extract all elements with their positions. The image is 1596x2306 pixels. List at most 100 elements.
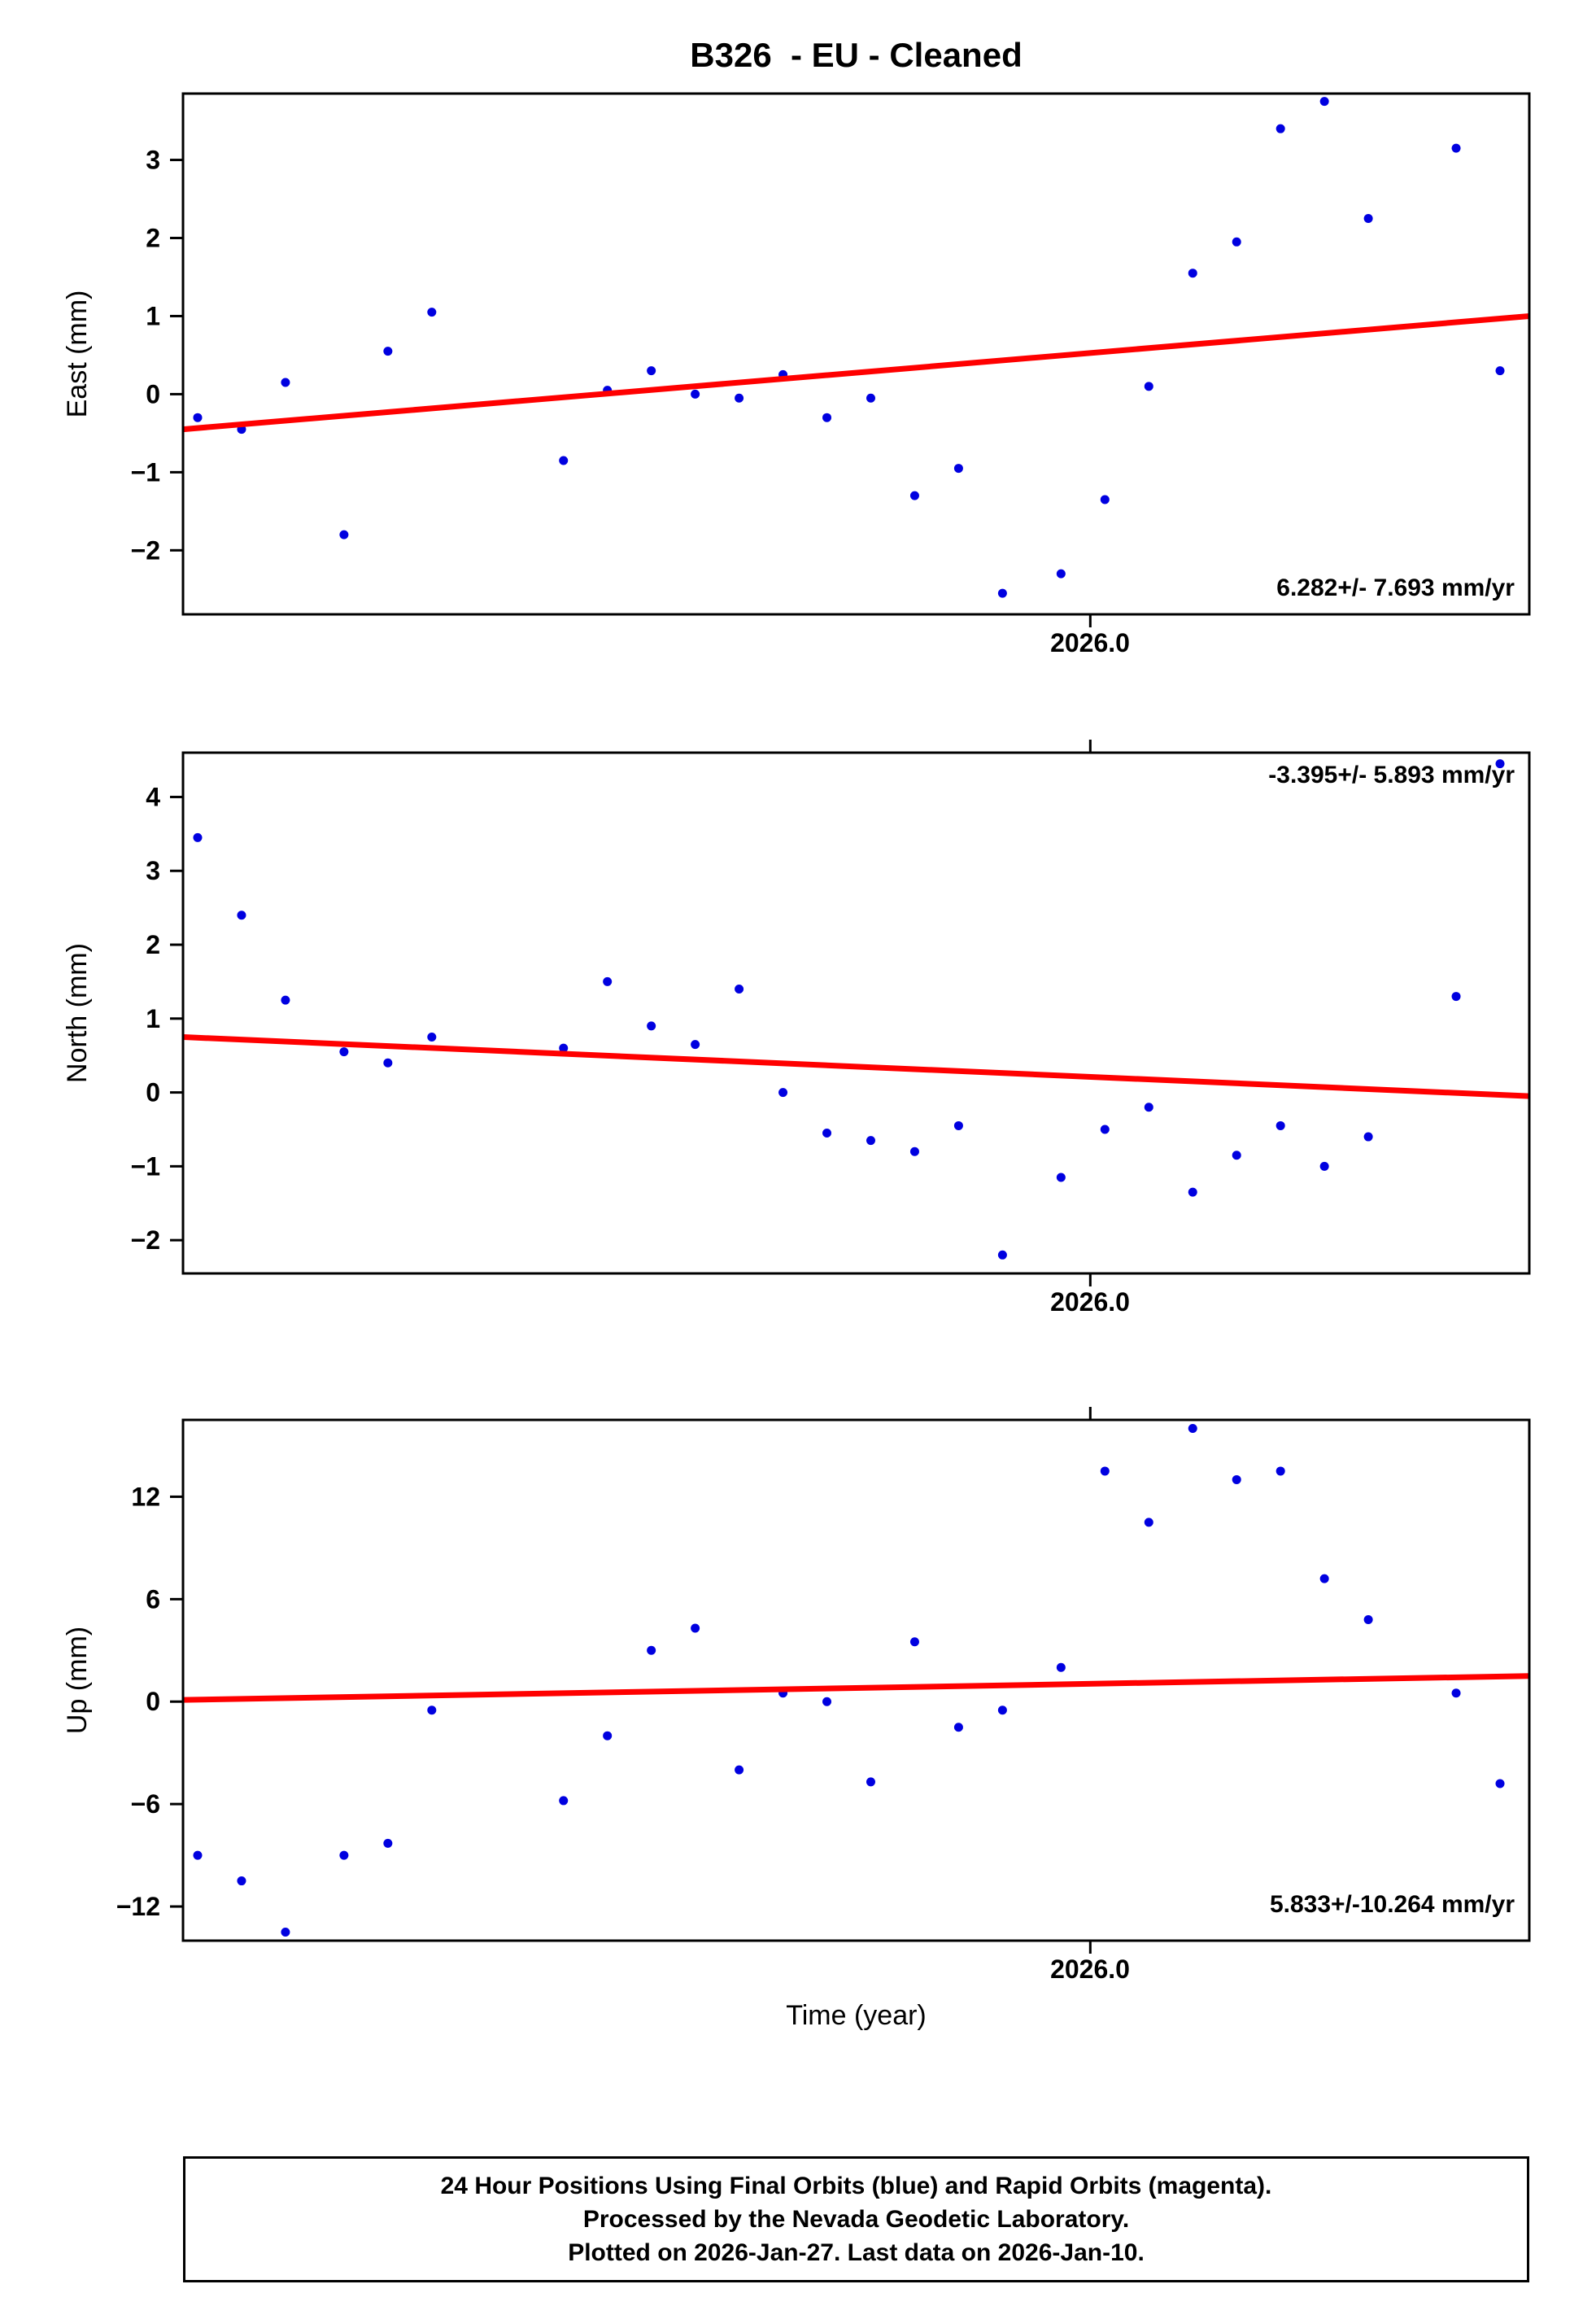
data-point [1100,1125,1110,1134]
y-tick-label: 1 [146,301,160,330]
data-point [1100,1466,1110,1476]
data-point [281,378,290,387]
data-point [427,1705,437,1715]
data-point [339,1850,349,1860]
panel-frame [181,92,1531,616]
data-point [1056,1662,1066,1672]
data-point [647,1645,656,1655]
y-tick-label: 6 [146,1584,160,1614]
y-tick-label: −2 [131,1225,160,1255]
y-tick-label: 0 [146,1687,160,1716]
y-tick-label: 3 [146,856,160,885]
y-tick-label: −1 [131,457,160,487]
y-tick-label: −6 [131,1789,160,1819]
data-point [1275,1466,1285,1476]
panel-frame [181,1418,1531,1942]
data-point [1495,759,1505,769]
data-point [237,911,246,920]
data-point [427,1033,437,1042]
page-title: B326 - EU - Cleaned [690,36,1023,74]
data-point [1319,97,1329,107]
data-point [339,1047,349,1057]
data-point [1188,1187,1197,1197]
data-point [866,1136,875,1146]
data-point [1319,1161,1329,1171]
data-point [383,347,393,356]
trend-line [182,1673,1530,1703]
data-point [1275,124,1285,133]
data-point [735,393,744,403]
data-point [1363,1132,1373,1142]
data-point [1144,1103,1153,1112]
data-point [822,1129,832,1138]
data-point [647,1021,656,1031]
data-point [603,1731,613,1740]
data-point [691,1040,700,1050]
data-point [1144,1518,1153,1527]
data-point [997,1705,1007,1715]
x-tick-label-east: 2026.0 [1050,628,1130,657]
data-point [383,1058,393,1068]
data-point [953,1723,963,1732]
data-point [281,1928,290,1937]
panel-frame [181,751,1531,1275]
y-tick-label: 4 [146,782,160,811]
data-point [193,1850,203,1860]
caption-line-dates: Plotted on 2026-Jan-27. Last data on 202… [568,2239,1145,2266]
data-point [691,1623,700,1633]
data-point [691,389,700,399]
data-point [339,530,349,539]
trend-line [182,312,1530,433]
y-tick-label: 1 [146,1004,160,1033]
data-point [778,1088,788,1098]
x-axis-label: Time (year) [786,2000,927,2031]
data-point [1232,1474,1241,1484]
caption-box: 24 Hour Positions Using Final Orbits (bl… [183,2156,1529,2282]
data-point [909,1637,919,1647]
y-tick-label: −12 [116,1892,160,1921]
data-point [193,413,203,422]
north-panel-plot: −2 −1 0 1 2 3 4 [131,740,1531,1286]
data-point [909,491,919,500]
trend-line [182,1034,1530,1099]
data-point [1319,1574,1329,1583]
data-point [822,1697,832,1706]
caption-line-processed: Processed by the Nevada Geodetic Laborat… [582,2206,1130,2233]
data-point [193,832,203,842]
data-point [1363,214,1373,224]
data-point [1056,569,1066,579]
data-point [1451,1688,1461,1698]
y-tick-label: 2 [146,224,160,253]
data-point [866,1777,875,1787]
data-point [1188,1423,1197,1433]
north-rate-annotation: -3.395+/- 5.893 mm/yr [1268,762,1515,788]
data-point [383,1838,393,1848]
y-tick-label: 12 [131,1482,160,1511]
data-point [735,1765,744,1775]
data-point [427,308,437,317]
data-point [603,976,613,986]
data-point [237,1876,246,1886]
y-tick-label: 0 [146,379,160,408]
y-tick-label: 3 [146,146,160,175]
data-point [997,1250,1007,1260]
data-point [953,464,963,474]
data-point [1100,495,1110,504]
data-point [822,413,832,422]
data-point [1232,1151,1241,1160]
data-point [1451,143,1461,153]
data-point [559,1043,569,1053]
data-point [281,995,290,1005]
data-point [1451,992,1461,1002]
data-point [1495,366,1505,376]
east-rate-annotation: 6.282+/- 7.693 mm/yr [1276,574,1515,601]
caption-line-orbits: 24 Hour Positions Using Final Orbits (bl… [440,2173,1272,2199]
data-point [953,1120,963,1130]
data-point [735,984,744,994]
data-point [559,1796,569,1806]
east-panel-plot: −2 −1 0 1 2 3 [131,92,1531,627]
up-rate-annotation: 5.833+/-10.264 mm/yr [1269,1891,1515,1918]
data-point [866,393,875,403]
data-point [559,456,569,465]
